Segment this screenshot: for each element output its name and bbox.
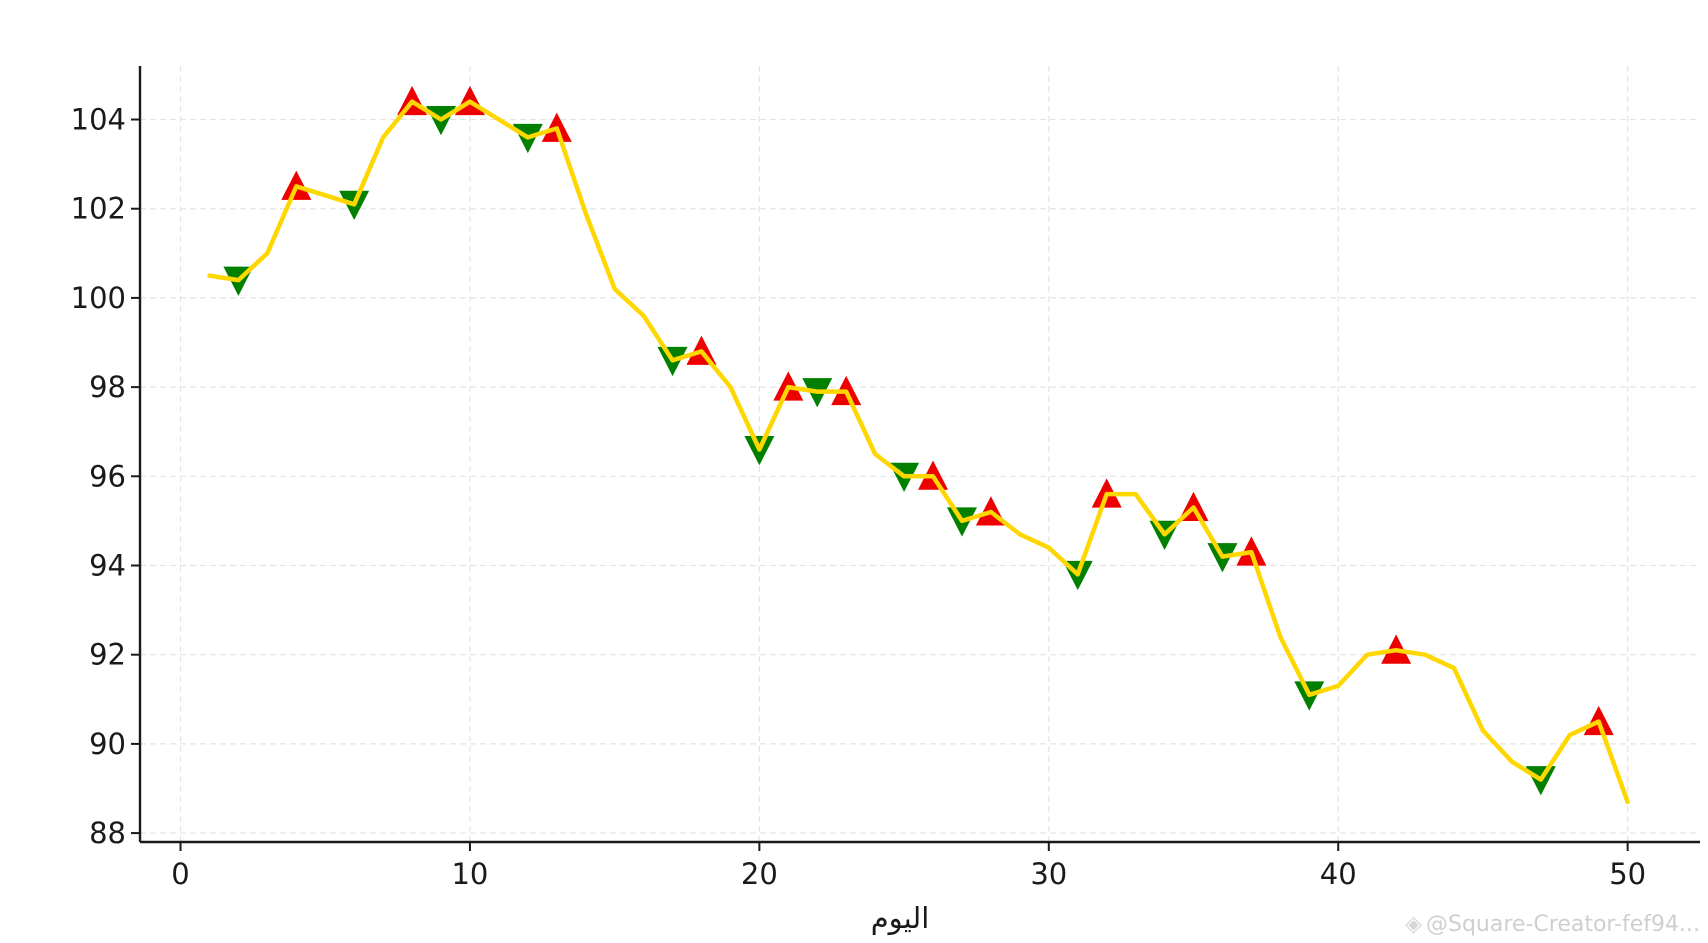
grid-lines — [140, 66, 1700, 842]
price-line — [207, 99, 1630, 805]
x-axis-label: اليوم — [871, 901, 930, 935]
tick-labels: 0 10 20 30 40 50 88 90 92 94 96 98 100 102 104 — [71, 103, 1646, 891]
y-tick-label: 104 — [71, 103, 126, 137]
watermark: ◈ @Square-Creator-fef94... — [1405, 912, 1700, 937]
x-tick-label: 10 — [451, 857, 488, 891]
x-tick-label: 40 — [1320, 857, 1357, 891]
x-tick-label: 50 — [1609, 857, 1646, 891]
y-tick-label: 92 — [89, 638, 126, 672]
watermark-text: @Square-Creator-fef94... — [1426, 912, 1700, 937]
y-tick-label: 98 — [89, 370, 126, 404]
x-tick-label: 0 — [171, 857, 189, 891]
x-tick-label: 20 — [741, 857, 778, 891]
x-tick-label: 30 — [1030, 857, 1067, 891]
diamond-logo-icon: ◈ — [1405, 912, 1422, 937]
y-tick-label: 100 — [71, 281, 126, 315]
price-series — [207, 99, 1630, 805]
axes — [131, 66, 1700, 851]
y-tick-label: 96 — [89, 459, 126, 493]
y-tick-label: 94 — [89, 548, 126, 582]
y-tick-label: 88 — [89, 816, 126, 850]
y-tick-label: 102 — [71, 192, 126, 226]
y-tick-label: 90 — [89, 727, 126, 761]
signal-markers — [223, 85, 1614, 796]
